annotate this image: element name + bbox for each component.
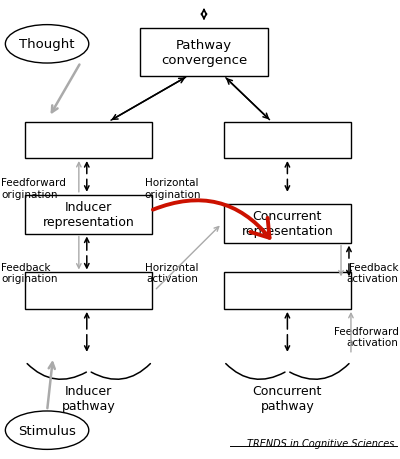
Ellipse shape xyxy=(5,411,89,449)
FancyBboxPatch shape xyxy=(25,122,152,159)
Text: Concurrent
pathway: Concurrent pathway xyxy=(253,384,322,412)
Text: Concurrent
representation: Concurrent representation xyxy=(242,210,333,238)
Text: Feedback
activation: Feedback activation xyxy=(347,262,399,284)
Text: Feedback
origination: Feedback origination xyxy=(1,262,58,284)
FancyBboxPatch shape xyxy=(224,204,351,243)
Text: TRENDS in Cognitive Sciences: TRENDS in Cognitive Sciences xyxy=(247,438,395,448)
FancyArrowPatch shape xyxy=(153,201,270,238)
FancyBboxPatch shape xyxy=(224,273,351,309)
FancyBboxPatch shape xyxy=(224,122,351,159)
Text: Horizontal
activation: Horizontal activation xyxy=(146,262,199,284)
Text: Stimulus: Stimulus xyxy=(18,424,76,437)
Text: Horizontal
origination: Horizontal origination xyxy=(144,178,200,199)
Ellipse shape xyxy=(5,26,89,64)
Text: Feedforward
activation: Feedforward activation xyxy=(334,326,399,347)
Text: Inducer
representation: Inducer representation xyxy=(43,201,135,229)
FancyBboxPatch shape xyxy=(140,29,268,77)
Text: Inducer
pathway: Inducer pathway xyxy=(62,384,116,412)
Text: Feedforward
origination: Feedforward origination xyxy=(1,178,66,199)
FancyBboxPatch shape xyxy=(25,195,152,234)
Text: Thought: Thought xyxy=(19,38,75,51)
Text: Pathway
convergence: Pathway convergence xyxy=(161,39,247,67)
FancyBboxPatch shape xyxy=(25,273,152,309)
